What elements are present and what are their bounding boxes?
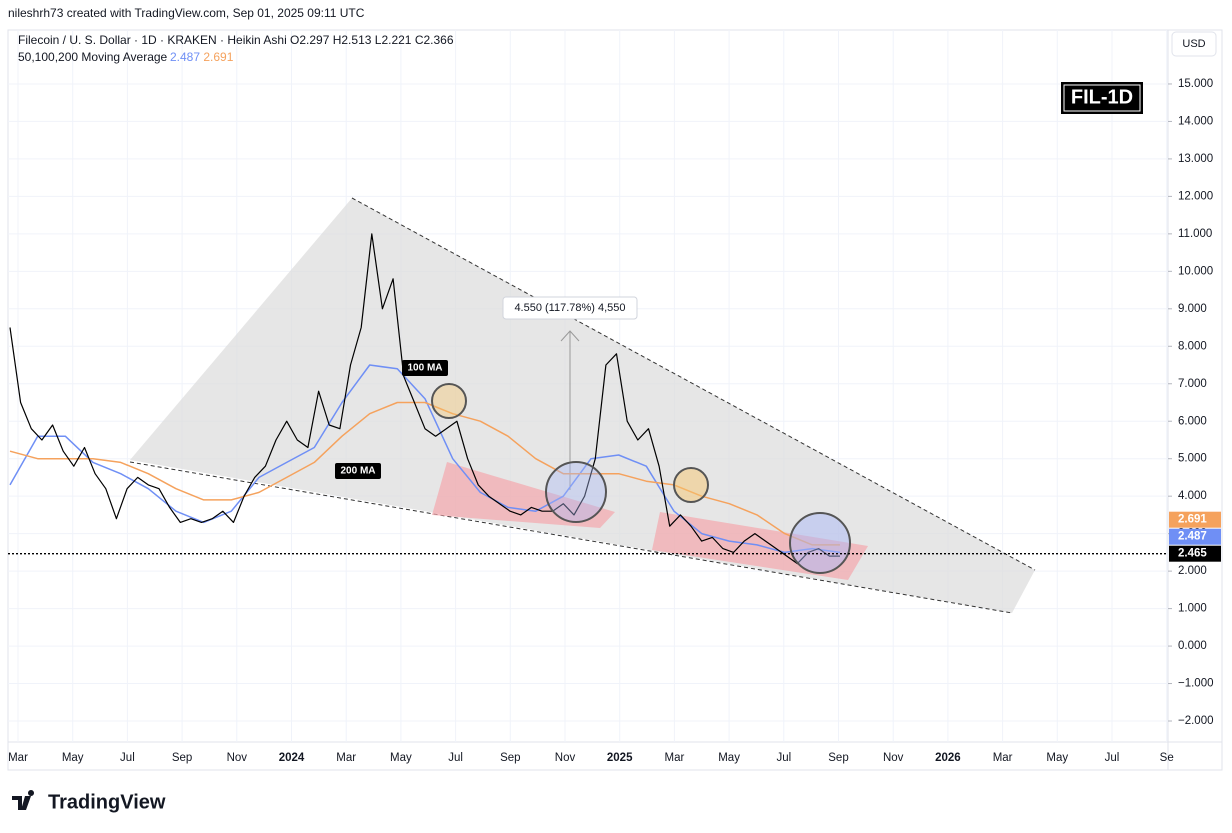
price-line xyxy=(9,233,840,565)
value: O2.297 xyxy=(290,33,330,47)
highlight-circle xyxy=(673,467,709,503)
x-tick-label: Nov xyxy=(883,752,904,764)
y-tick-label: 9.000 xyxy=(1178,303,1207,315)
x-tick-label: Mar xyxy=(336,752,356,764)
x-tick-label: Se xyxy=(1160,752,1174,764)
currency[interactable]: USD xyxy=(1182,38,1205,50)
badge-box xyxy=(1061,82,1143,114)
y-tick-label: 4.000 xyxy=(1178,490,1207,502)
y-tick-label: 5.000 xyxy=(1178,453,1207,465)
highlight-circle xyxy=(545,461,607,523)
badge: FIL-1D xyxy=(1071,86,1133,108)
price-box xyxy=(1169,545,1221,562)
value: 2.487 xyxy=(170,50,200,64)
x-tick-label: Mar xyxy=(993,752,1013,764)
x-tick-label: May xyxy=(62,752,84,764)
price-box-label: 2.465 xyxy=(1178,548,1207,560)
x-tick-label: Sep xyxy=(172,752,192,764)
channel-1 xyxy=(432,462,615,528)
x-tick-label: Jul xyxy=(776,752,791,764)
logo-mark xyxy=(12,790,35,810)
price-box-label: 2.487 xyxy=(1178,531,1207,543)
value: 2.691 xyxy=(203,50,233,64)
y-tick-label: 7.000 xyxy=(1178,378,1207,390)
value: L2.221 xyxy=(375,33,412,47)
price-box xyxy=(1169,511,1221,528)
ma-line xyxy=(9,364,841,554)
x-tick-label: May xyxy=(390,752,412,764)
measure-label-box xyxy=(502,296,638,320)
y-tick-label: 2.000 xyxy=(1178,565,1207,577)
badge-border xyxy=(1063,84,1141,112)
chart-frame xyxy=(7,29,1223,771)
x-tick-label: May xyxy=(1046,752,1068,764)
x-tick-label: 2026 xyxy=(935,752,961,764)
series-tag-box xyxy=(335,463,381,479)
ohlc: O2.297 H2.513 L2.221 C2.366 xyxy=(290,33,454,47)
x-tick-label: Mar xyxy=(664,752,684,764)
y-tick-label: 1.000 xyxy=(1178,603,1207,615)
upper-trendline xyxy=(351,197,1036,571)
value: C2.366 xyxy=(415,33,454,47)
x-tick-label: Mar xyxy=(8,752,28,764)
credit: nileshrh73 created with TradingView.com,… xyxy=(8,6,365,20)
wedge-area xyxy=(130,198,1035,613)
currency-button[interactable] xyxy=(1171,31,1217,57)
measure-arrow xyxy=(560,330,580,342)
series-tag: 200 MA xyxy=(340,466,375,477)
x-tick-label: Nov xyxy=(555,752,576,764)
x-tick-label: Jul xyxy=(120,752,135,764)
x-tick-label: May xyxy=(718,752,740,764)
logo: TradingView xyxy=(12,790,166,813)
indicator-values: 2.487 2.691 xyxy=(170,50,234,64)
y-tick-label: 13.000 xyxy=(1178,153,1213,165)
price-box-label: 2.691 xyxy=(1178,514,1207,526)
brand: TradingView xyxy=(48,791,166,813)
y-tick-label: 6.000 xyxy=(1178,415,1207,427)
y-tick-label: 10.000 xyxy=(1178,265,1213,277)
x-tick-label: Jul xyxy=(448,752,463,764)
x-tick-label: 2024 xyxy=(279,752,305,764)
y-tick-label: 11.000 xyxy=(1178,228,1212,240)
y-tick-label: 8.000 xyxy=(1178,340,1207,352)
y-tick-label: 12.000 xyxy=(1178,190,1213,202)
x-tick-label: Nov xyxy=(227,752,248,764)
y-tick-label: 0.000 xyxy=(1178,640,1207,652)
price-box xyxy=(1169,528,1221,545)
x-tick-label: Jul xyxy=(1105,752,1120,764)
y-tick-label: 15.000 xyxy=(1178,78,1213,90)
lower-trendline xyxy=(129,461,1013,614)
highlight-circle xyxy=(789,512,851,574)
series-tag: 100 MA xyxy=(407,363,442,374)
y-tick-label: 14.000 xyxy=(1178,115,1213,127)
x-tick-label: 2025 xyxy=(607,752,633,764)
x-tick-label: Sep xyxy=(828,752,848,764)
indicator-name: 50,100,200 Moving Average xyxy=(18,50,168,64)
series-tag-box xyxy=(402,360,448,376)
x-tick-label: Sep xyxy=(500,752,520,764)
value: H2.513 xyxy=(333,33,372,47)
y-tick-label: −1.000 xyxy=(1178,678,1214,690)
measure-label: 4.550 (117.78%) 4,550 xyxy=(514,302,625,314)
symbol-title: Filecoin / U. S. Dollar · 1D · KRAKEN · … xyxy=(18,33,287,47)
y-tick-label: −2.000 xyxy=(1178,715,1214,727)
highlight-circle xyxy=(431,383,467,419)
